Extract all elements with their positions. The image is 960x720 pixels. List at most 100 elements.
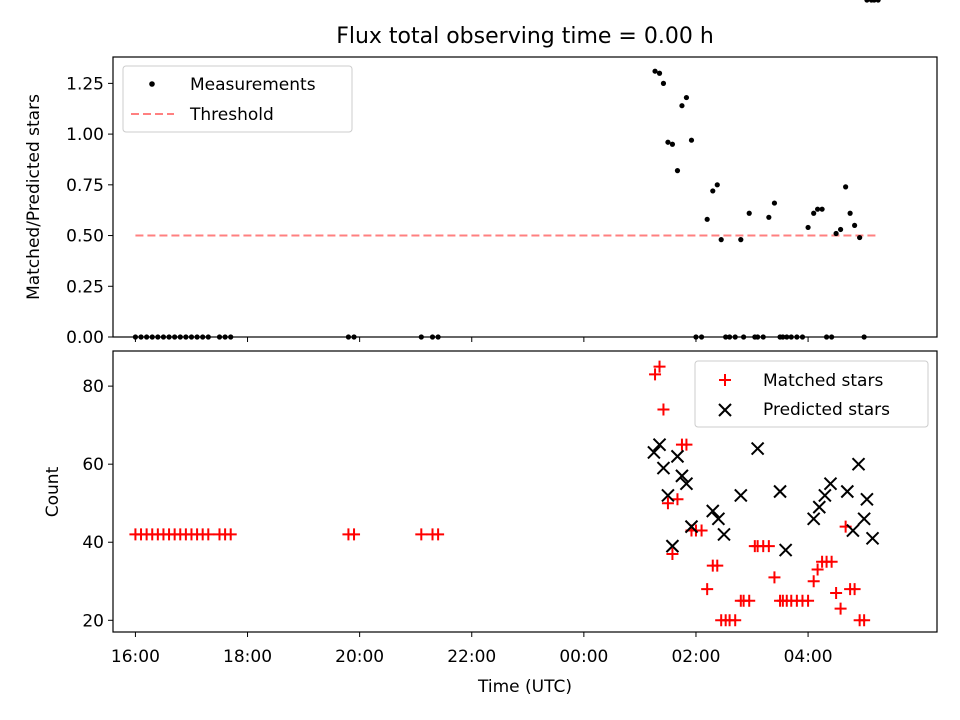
predicted-star-point (675, 469, 689, 483)
ratio-y-axis-label: Matched/Predicted stars (24, 94, 44, 300)
figure-title: Flux total observing time = 0.00 h (336, 24, 714, 49)
predicted-star-point (840, 484, 855, 499)
ratio-axes-frame (112, 56, 938, 338)
matched-star-point (830, 586, 843, 599)
measurement-point (875, 0, 881, 3)
counts-y-tick-label: 60 (82, 455, 104, 475)
counts-legend: Matched stars Predicted stars (694, 360, 929, 428)
matched-star-point (834, 602, 847, 615)
measurement-point (819, 206, 825, 212)
legend-predicted-label: Predicted stars (763, 400, 890, 420)
counts-y-tick-label: 20 (82, 611, 104, 631)
measurement-point (665, 139, 671, 145)
x-tick-label: 00:00 (559, 647, 608, 667)
predicted-star-point (711, 512, 726, 526)
matched-star-point (729, 614, 742, 627)
matched-star-point (743, 594, 756, 607)
legend-measurements-label: Measurements (190, 75, 316, 95)
matched-star-point (680, 438, 693, 451)
predicted-star-point (661, 488, 675, 503)
measurement-point (714, 182, 720, 188)
predicted-star-point (734, 488, 748, 503)
predicted-star-point (652, 437, 667, 452)
measurement-point (864, 0, 870, 3)
ratio-y-tick-label: 1.25 (66, 74, 104, 94)
ratio-y-tick-label: 0.25 (66, 277, 104, 297)
ratio-y-tick-label: 1.00 (66, 125, 104, 145)
measurement-point (688, 137, 695, 143)
matched-star-point (802, 594, 815, 607)
matched-star-point (848, 583, 861, 596)
matched-star-point (701, 583, 714, 596)
x-tick-label: 16:00 (111, 647, 160, 667)
x-tick-label: 22:00 (447, 647, 496, 667)
counts-axes-frame (112, 350, 938, 633)
predicted-star-point (860, 492, 874, 507)
matched-star-point (825, 555, 838, 568)
predicted-star-point (812, 500, 826, 514)
x-axis-label: Time (UTC) (477, 677, 572, 697)
measurement-point (843, 184, 849, 190)
predicted-star-point (823, 476, 838, 491)
predicted-star-point (857, 512, 871, 526)
matched-star-point (657, 403, 670, 416)
ratio-panel: 0.00 0.25 0.50 0.75 1.00 1.25 Matched/Predict… (24, 0, 938, 348)
matched-star-point (807, 575, 820, 588)
predicted-star-point (846, 523, 860, 538)
counts-y-tick-label: 40 (82, 533, 104, 553)
measurement-point (738, 237, 744, 243)
measurement-point (771, 200, 778, 206)
measurement-point (674, 168, 681, 174)
measurement-point (652, 68, 658, 74)
predicted-star-point (750, 441, 765, 456)
x-tick-label: 18:00 (223, 647, 272, 667)
counts-y-axis-label: Count (43, 466, 63, 517)
measurement-point (811, 210, 817, 216)
measurement-point (679, 103, 685, 109)
matched-star-point (415, 528, 428, 541)
counts-panel: 20 40 60 80 16:00 18:00 20:00 22:00 00:00 02:00 04… (43, 350, 938, 697)
matched-star-point (811, 563, 824, 576)
matched-star-point (671, 493, 684, 506)
ratio-y-tick-label: 0.00 (66, 328, 104, 348)
x-tick-label: 20:00 (335, 647, 384, 667)
matched-star-point (348, 528, 361, 541)
ratio-y-tick-label: 0.75 (66, 176, 104, 196)
predicted-star-point (773, 484, 787, 499)
measurement-point (704, 216, 710, 222)
x-tick-label: 04:00 (784, 647, 833, 667)
legend-matched-marker (719, 374, 731, 386)
predicted-star-point (806, 512, 821, 526)
matched-star-point (762, 540, 775, 553)
matched-star-point (661, 497, 674, 510)
predicted-star-point (679, 476, 694, 491)
legend-matched-label: Matched stars (763, 371, 883, 391)
predicted-star-point (717, 527, 731, 542)
matched-star-point (224, 528, 237, 541)
measurement-point (815, 206, 821, 212)
legend-measurements-marker (149, 81, 155, 87)
predicted-star-point (851, 457, 866, 471)
predicted-star-point (647, 445, 661, 460)
measurement-point (805, 224, 811, 231)
matched-star-point (649, 368, 662, 381)
predicted-star-point (778, 543, 793, 557)
measurement-point (656, 70, 663, 76)
legend-threshold-label: Threshold (189, 105, 274, 125)
matched-star-point (432, 528, 445, 541)
matched-star-point (202, 528, 215, 541)
measurement-point (660, 80, 667, 86)
matched-star-point (858, 614, 871, 627)
predicted-star-point (818, 488, 832, 503)
matched-star-point (695, 524, 708, 537)
counts-legend-box (694, 360, 929, 428)
measurement-point (683, 94, 690, 101)
measurement-point (852, 222, 858, 229)
ratio-legend-box (122, 65, 353, 133)
measurement-point (847, 210, 853, 216)
x-tick-label: 02:00 (671, 647, 720, 667)
predicted-star-point (656, 461, 671, 475)
measurement-point (871, 0, 877, 3)
measurement-point (669, 141, 676, 147)
